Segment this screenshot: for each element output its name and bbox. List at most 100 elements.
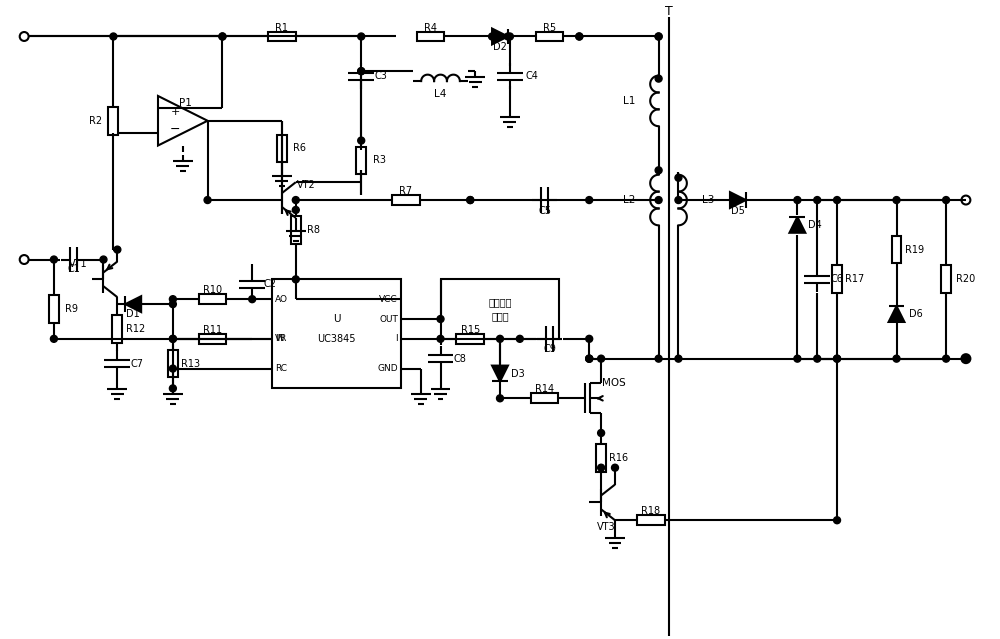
Circle shape bbox=[110, 33, 117, 40]
Text: C3: C3 bbox=[375, 71, 387, 81]
Polygon shape bbox=[730, 192, 746, 208]
Circle shape bbox=[655, 33, 662, 40]
Circle shape bbox=[219, 33, 226, 40]
Text: D2: D2 bbox=[493, 42, 507, 52]
Text: VCC: VCC bbox=[379, 295, 398, 304]
Circle shape bbox=[576, 33, 583, 40]
Circle shape bbox=[114, 246, 121, 253]
Text: P1: P1 bbox=[179, 98, 192, 109]
Bar bbox=[112, 315, 122, 343]
Circle shape bbox=[489, 33, 496, 40]
Text: VR: VR bbox=[275, 334, 287, 343]
Text: R12: R12 bbox=[126, 324, 145, 334]
Circle shape bbox=[50, 335, 57, 343]
Circle shape bbox=[675, 355, 682, 362]
Text: MOS: MOS bbox=[602, 378, 626, 389]
Text: R7: R7 bbox=[399, 186, 412, 196]
Circle shape bbox=[497, 395, 503, 402]
Bar bbox=[108, 107, 118, 135]
Circle shape bbox=[516, 335, 523, 343]
Circle shape bbox=[169, 385, 176, 392]
Text: I: I bbox=[395, 334, 398, 343]
Circle shape bbox=[655, 75, 662, 82]
Circle shape bbox=[169, 301, 176, 307]
Circle shape bbox=[467, 197, 474, 203]
Circle shape bbox=[814, 197, 821, 203]
Text: L2: L2 bbox=[623, 195, 635, 205]
Text: R5: R5 bbox=[543, 22, 556, 33]
Bar bbox=[531, 394, 558, 403]
Text: C4: C4 bbox=[525, 71, 538, 81]
Circle shape bbox=[598, 355, 605, 362]
Circle shape bbox=[943, 355, 950, 362]
Bar bbox=[268, 31, 296, 42]
Text: R17: R17 bbox=[845, 274, 865, 284]
Text: C7: C7 bbox=[131, 358, 144, 369]
Circle shape bbox=[943, 197, 950, 203]
Text: C8: C8 bbox=[454, 353, 467, 364]
Circle shape bbox=[598, 429, 605, 436]
Text: 三极管扩
流电路: 三极管扩 流电路 bbox=[488, 298, 512, 321]
Text: VT3: VT3 bbox=[597, 522, 615, 532]
Circle shape bbox=[576, 33, 583, 40]
Circle shape bbox=[655, 197, 662, 203]
Text: R16: R16 bbox=[609, 453, 629, 463]
Text: R3: R3 bbox=[373, 155, 386, 166]
Text: R10: R10 bbox=[203, 285, 222, 295]
Circle shape bbox=[893, 197, 900, 203]
Circle shape bbox=[249, 296, 256, 303]
Bar bbox=[536, 31, 563, 42]
Text: D4: D4 bbox=[808, 220, 822, 230]
Text: L4: L4 bbox=[434, 89, 447, 99]
Circle shape bbox=[292, 197, 299, 203]
Text: IN: IN bbox=[275, 334, 284, 343]
Text: +: + bbox=[171, 107, 180, 117]
Bar bbox=[941, 265, 951, 293]
Text: R20: R20 bbox=[956, 274, 976, 284]
Bar bbox=[356, 146, 366, 174]
Circle shape bbox=[497, 335, 503, 343]
Text: U: U bbox=[333, 314, 340, 324]
Text: R19: R19 bbox=[905, 245, 924, 254]
Text: OUT: OUT bbox=[379, 314, 398, 323]
Circle shape bbox=[437, 335, 444, 343]
Bar bbox=[392, 195, 420, 205]
Text: R15: R15 bbox=[461, 325, 480, 335]
Text: C5: C5 bbox=[538, 206, 551, 216]
Circle shape bbox=[586, 355, 593, 362]
Circle shape bbox=[586, 355, 593, 362]
Circle shape bbox=[169, 335, 176, 343]
Circle shape bbox=[506, 33, 513, 40]
Text: R18: R18 bbox=[641, 506, 660, 516]
Text: R11: R11 bbox=[203, 325, 222, 335]
Polygon shape bbox=[492, 29, 508, 45]
Text: VT1: VT1 bbox=[69, 259, 88, 270]
Bar bbox=[832, 265, 842, 293]
Circle shape bbox=[586, 355, 593, 362]
Text: VT2: VT2 bbox=[297, 180, 316, 190]
Circle shape bbox=[598, 464, 605, 471]
Bar bbox=[272, 279, 401, 389]
Circle shape bbox=[504, 33, 511, 40]
Circle shape bbox=[586, 335, 593, 343]
Circle shape bbox=[437, 316, 444, 323]
Circle shape bbox=[675, 197, 682, 203]
Circle shape bbox=[655, 33, 662, 40]
Bar bbox=[417, 31, 444, 42]
Text: L1: L1 bbox=[623, 96, 635, 106]
Text: R4: R4 bbox=[424, 22, 437, 33]
Text: −: − bbox=[170, 123, 181, 136]
Bar bbox=[199, 294, 226, 304]
Circle shape bbox=[834, 517, 841, 524]
Bar bbox=[49, 295, 59, 323]
Circle shape bbox=[169, 296, 176, 303]
Text: UC3845: UC3845 bbox=[317, 334, 356, 344]
Text: R1: R1 bbox=[275, 22, 288, 33]
Text: D1: D1 bbox=[126, 309, 140, 319]
Polygon shape bbox=[125, 296, 141, 312]
Bar bbox=[168, 350, 178, 378]
Circle shape bbox=[893, 355, 900, 362]
Text: D6: D6 bbox=[909, 309, 923, 319]
Bar bbox=[199, 334, 226, 344]
Circle shape bbox=[962, 355, 969, 362]
